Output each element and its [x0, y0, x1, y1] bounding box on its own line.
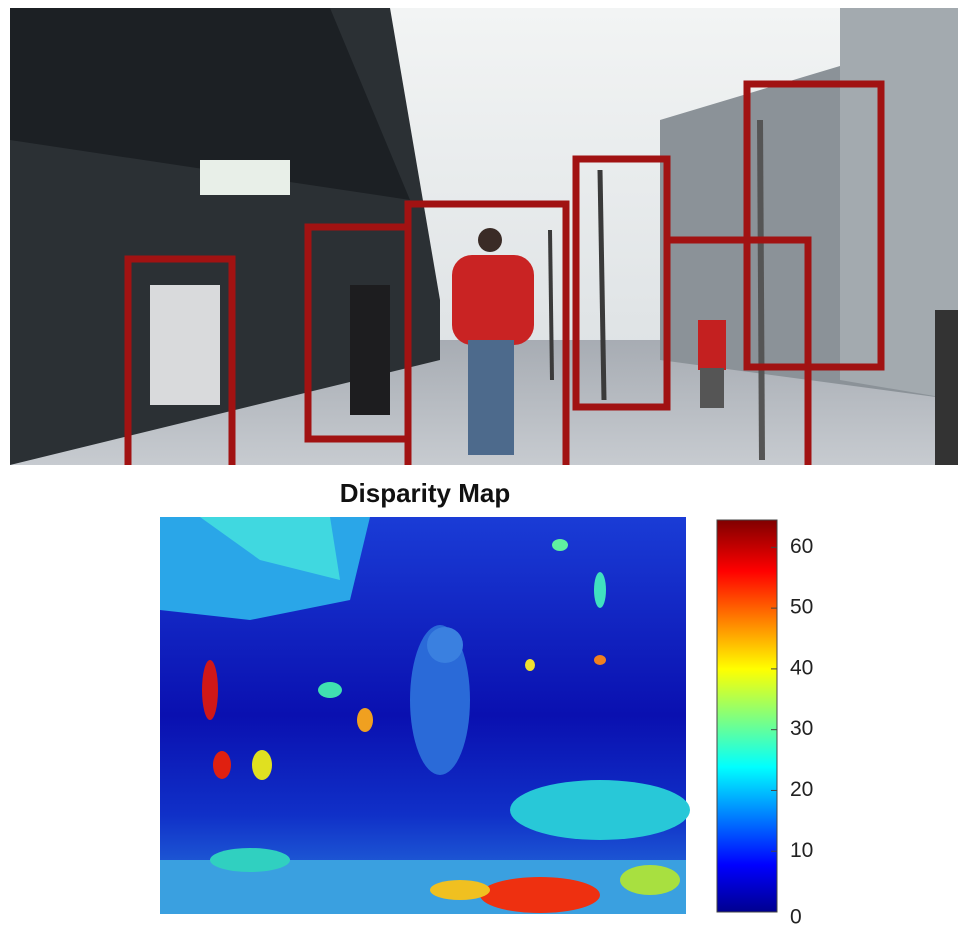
- tick-label: 10: [790, 839, 813, 862]
- tick-label: 50: [790, 596, 813, 619]
- map-title: Disparity Map: [340, 478, 511, 508]
- bounding-box: [572, 155, 671, 411]
- tick-label: 30: [790, 717, 813, 740]
- bounding-box: [743, 80, 885, 371]
- bounding-box: [404, 200, 570, 465]
- tick-label: 20: [790, 778, 813, 801]
- disparity-image: [160, 517, 690, 914]
- colorbar-ticks: 0 10 20 30 40 50 60: [771, 535, 813, 928]
- street-photo: [10, 8, 958, 465]
- tick-label: 40: [790, 656, 813, 679]
- tick-label: 0: [790, 906, 802, 928]
- colorbar: [716, 519, 778, 913]
- tick-label: 60: [790, 535, 813, 558]
- bounding-box: [668, 236, 812, 465]
- bounding-box: [124, 255, 236, 465]
- bounding-boxes: [124, 80, 885, 465]
